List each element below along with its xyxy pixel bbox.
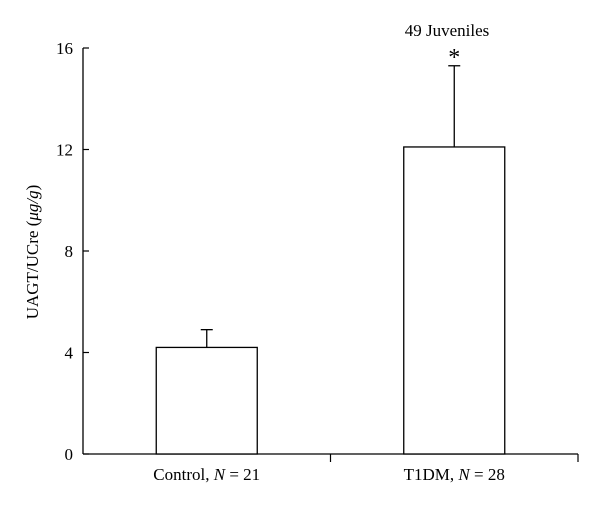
y-tick-label: 16 — [56, 39, 73, 58]
y-axis-label: UAGT/UCre (μg/g) — [23, 185, 42, 320]
x-category-label: Control, N = 21 — [153, 465, 260, 484]
bars — [155, 146, 506, 455]
y-tick-label: 4 — [65, 344, 74, 363]
error-bars: * — [200, 45, 461, 348]
y-axis-label-unit: μg/g — [23, 190, 42, 221]
bar — [155, 346, 258, 455]
y-ticks: 0 4 8 12 16 — [56, 39, 89, 464]
y-axis-label-main: UAGT/UCre ( — [23, 220, 42, 319]
x-labels: Control, N = 21 T1DM, N = 28 — [153, 465, 505, 484]
significance-marker: * — [448, 45, 460, 71]
y-tick-label: 0 — [65, 445, 74, 464]
chart-title: 49 Juveniles — [405, 21, 490, 40]
x-category-label: T1DM, N = 28 — [404, 465, 505, 484]
y-axis-label-close: ) — [23, 185, 42, 191]
y-tick-label: 12 — [56, 141, 73, 160]
y-tick-label: 8 — [65, 242, 74, 261]
bar — [403, 146, 506, 455]
